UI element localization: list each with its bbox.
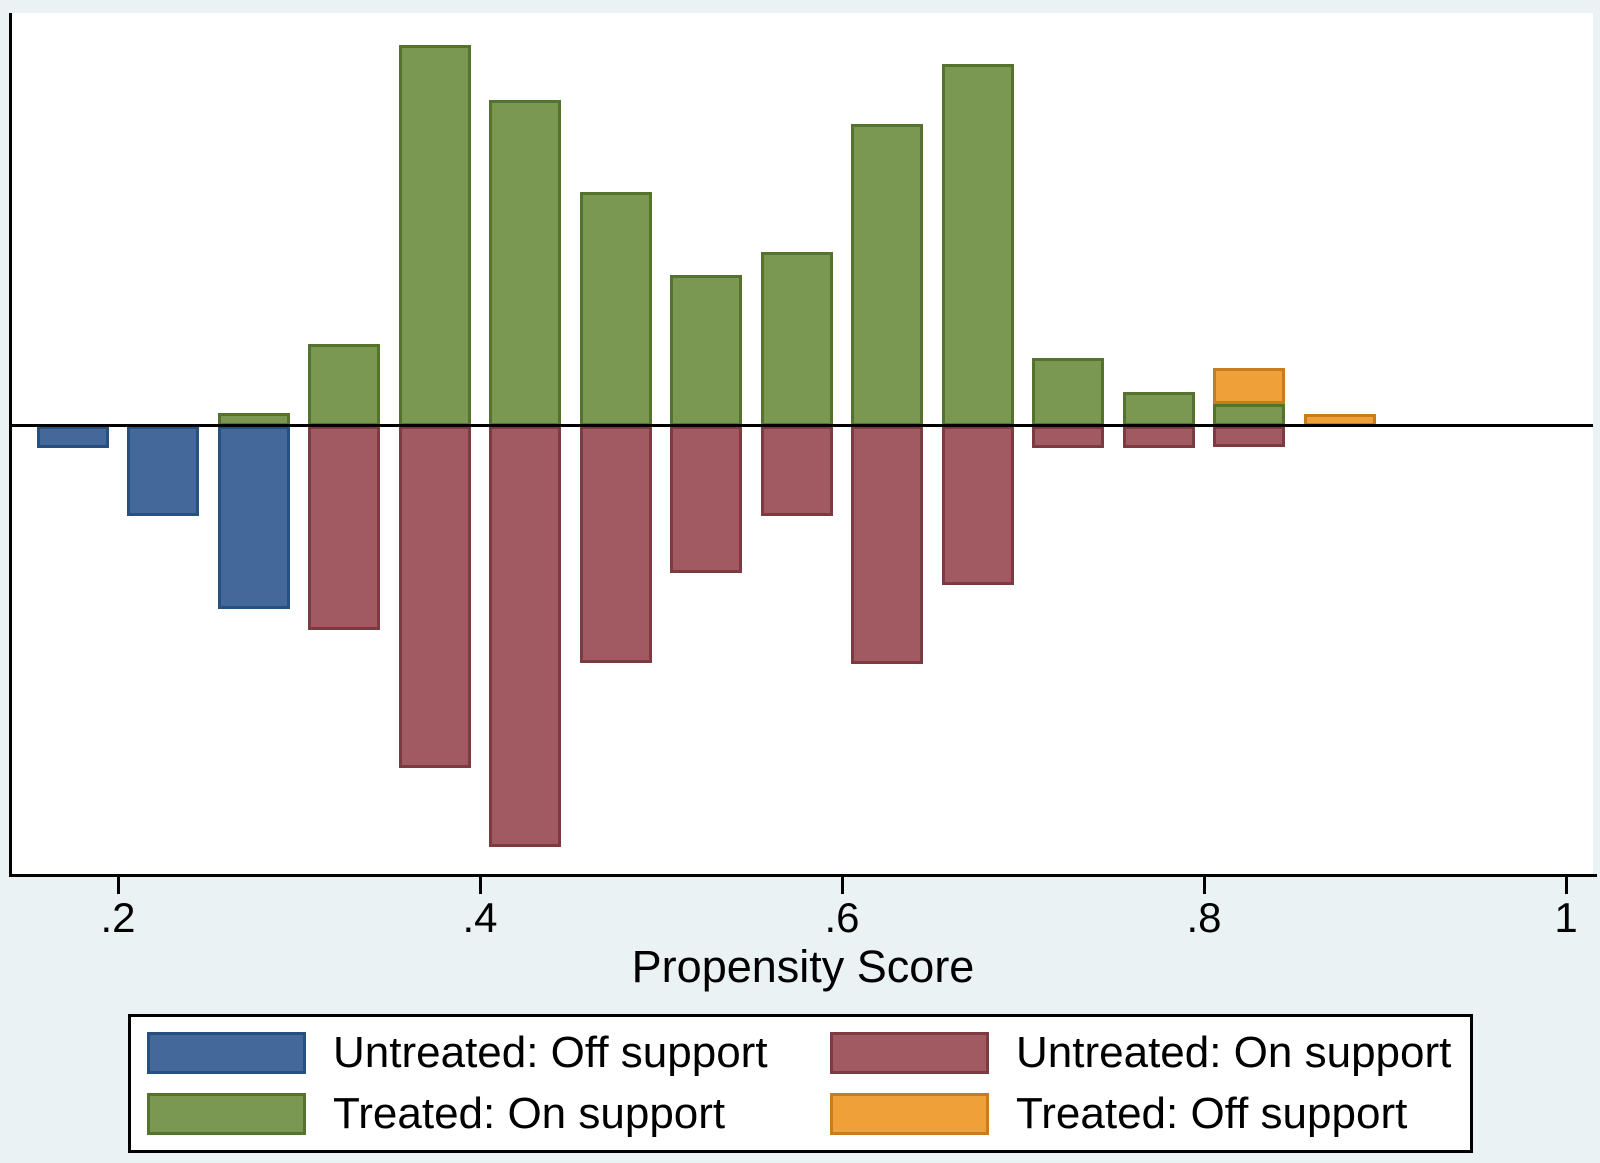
bar-t_on-bin-0.425 xyxy=(489,100,561,426)
x-axis-title: Propensity Score xyxy=(631,941,975,992)
x-axis-line xyxy=(9,874,1597,877)
x-tick-mark-.8 xyxy=(1203,877,1206,894)
bar-u_on-bin-0.775 xyxy=(1123,426,1195,448)
legend-entry-treated-on-support: Treated: On support xyxy=(147,1089,726,1138)
x-tick-mark-.2 xyxy=(117,877,120,894)
bar-t_off-bin-0.825 xyxy=(1213,368,1285,404)
legend-label-untreated-on-support: Untreated: On support xyxy=(1016,1028,1452,1077)
treated-off-support-swatch xyxy=(830,1093,989,1135)
bar-t_on-bin-0.675 xyxy=(942,64,1014,426)
legend: Untreated: Off support Untreated: On sup… xyxy=(128,1014,1473,1153)
x-tick-label-.6: .6 xyxy=(824,894,860,941)
legend-label-untreated-off-support: Untreated: Off support xyxy=(333,1028,768,1077)
bar-u_off-bin-0.275 xyxy=(218,426,290,609)
bar-u_on-bin-0.825 xyxy=(1213,426,1285,447)
x-tick-mark-.4 xyxy=(479,877,482,894)
legend-label-treated-off-support: Treated: Off support xyxy=(1016,1089,1408,1138)
bar-u_off-bin-0.225 xyxy=(127,426,199,516)
legend-entry-untreated-off-support: Untreated: Off support xyxy=(147,1028,768,1077)
bar-u_on-bin-0.575 xyxy=(761,426,833,516)
bar-t_on-bin-0.475 xyxy=(580,192,652,426)
x-tick-label-.2: .2 xyxy=(100,894,136,941)
treated-on-support-swatch xyxy=(147,1093,306,1135)
bar-u_off-bin-0.175 xyxy=(37,426,109,448)
bar-u_on-bin-0.525 xyxy=(670,426,742,573)
bar-u_on-bin-0.375 xyxy=(399,426,471,768)
x-tick-mark-.6 xyxy=(841,877,844,894)
x-tick-mark-1 xyxy=(1565,877,1568,894)
legend-entry-treated-off-support: Treated: Off support xyxy=(830,1089,1408,1138)
bar-t_on-bin-0.325 xyxy=(308,344,380,426)
x-tick-label-.8: .8 xyxy=(1186,894,1222,941)
bar-t_on-bin-0.625 xyxy=(851,124,923,426)
legend-entry-untreated-on-support: Untreated: On support xyxy=(830,1028,1452,1077)
x-tick-label-1: 1 xyxy=(1554,894,1578,941)
bar-t_on-bin-0.375 xyxy=(399,45,471,426)
bar-t_on-bin-0.525 xyxy=(670,275,742,426)
x-tick-label-.4: .4 xyxy=(462,894,498,941)
untreated-on-support-swatch xyxy=(830,1032,989,1074)
bar-u_on-bin-0.625 xyxy=(851,426,923,664)
bar-t_on-bin-0.575 xyxy=(761,252,833,426)
bar-u_on-bin-0.425 xyxy=(489,426,561,847)
bar-t_on-bin-0.775 xyxy=(1123,392,1195,426)
bar-u_on-bin-0.475 xyxy=(580,426,652,663)
bar-t_on-bin-0.825 xyxy=(1213,404,1285,426)
bar-u_on-bin-0.325 xyxy=(308,426,380,630)
legend-label-treated-on-support: Treated: On support xyxy=(333,1089,726,1138)
bar-t_on-bin-0.725 xyxy=(1032,358,1104,426)
bar-u_on-bin-0.725 xyxy=(1032,426,1104,448)
bar-u_on-bin-0.675 xyxy=(942,426,1014,585)
untreated-off-support-swatch xyxy=(147,1032,306,1074)
zero-baseline xyxy=(12,424,1593,427)
y-axis-line xyxy=(9,13,12,877)
